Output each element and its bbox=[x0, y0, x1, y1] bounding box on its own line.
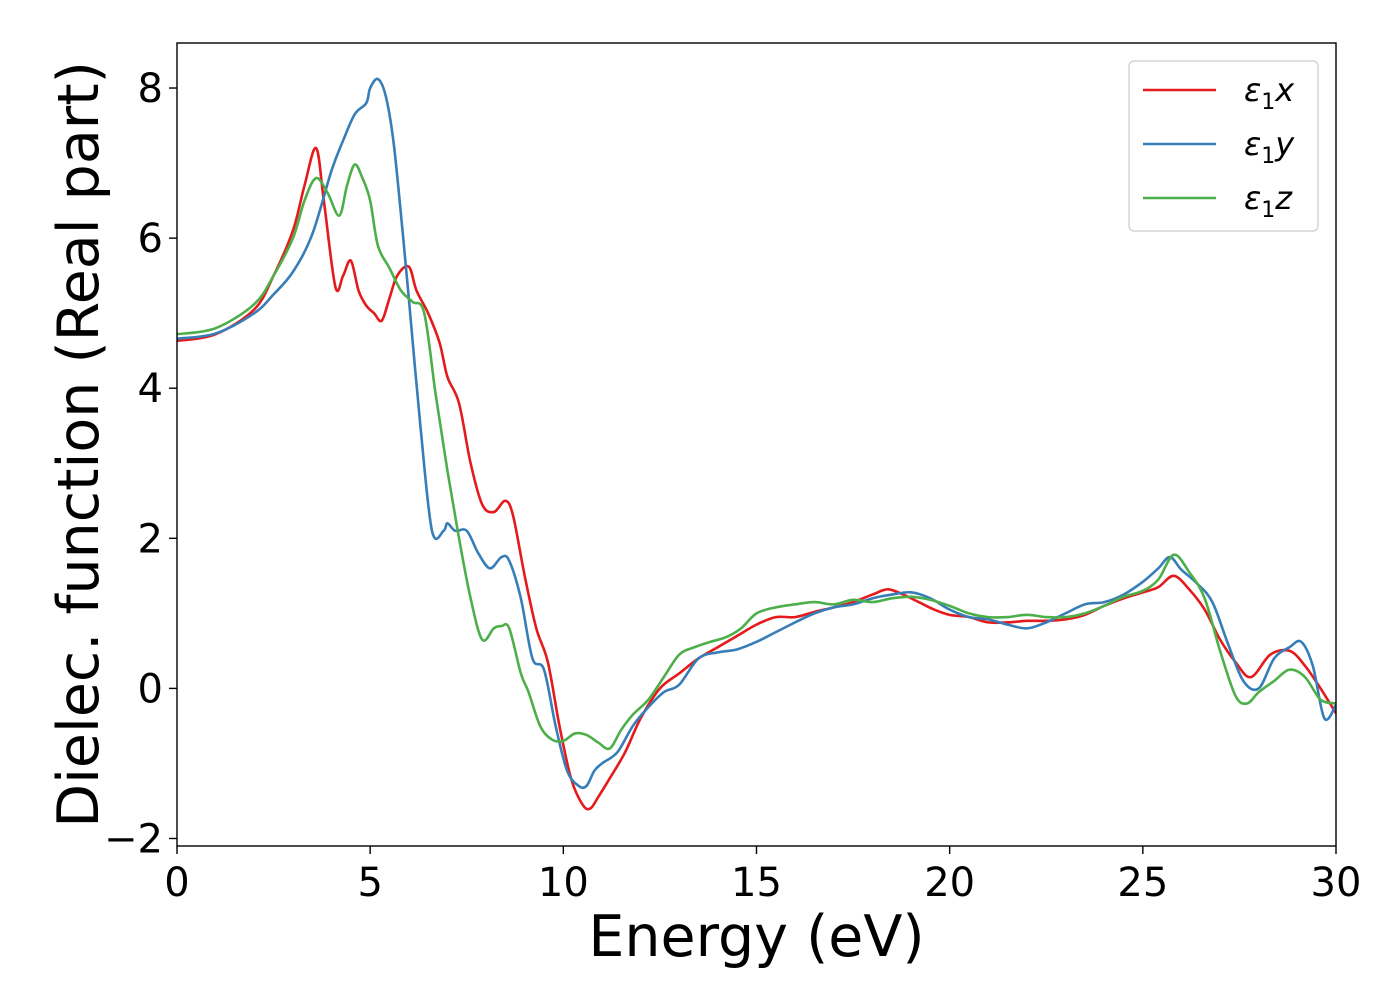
x-tick-label: 0 bbox=[164, 860, 189, 906]
legend-label: ε1z bbox=[1244, 179, 1293, 223]
legend-items: ε1x ε1y ε1z bbox=[1143, 71, 1295, 223]
x-tick-label: 5 bbox=[357, 860, 382, 906]
legend: ε1x ε1y ε1z bbox=[1128, 60, 1319, 232]
y-tick-label: 6 bbox=[138, 216, 163, 262]
y-tick-label: −2 bbox=[104, 816, 163, 862]
legend-item-x: ε1x bbox=[1143, 71, 1295, 115]
x-tick-label: 10 bbox=[538, 860, 589, 906]
legend-box bbox=[1128, 60, 1319, 232]
y-tick-label: 8 bbox=[138, 66, 163, 112]
y-axis-title: Dielec. function (Real part) bbox=[46, 61, 112, 828]
legend-label: ε1y bbox=[1244, 125, 1295, 169]
y-axis-ticks: −2 0 2 4 6 8 bbox=[104, 66, 177, 862]
series-layer bbox=[177, 77, 1336, 811]
x-axis-title: Energy (eV) bbox=[588, 904, 924, 970]
legend-label: ε1x bbox=[1244, 71, 1295, 115]
legend-item-z: ε1z bbox=[1143, 179, 1293, 223]
x-tick-label: 20 bbox=[924, 860, 975, 906]
x-tick-label: 30 bbox=[1311, 860, 1362, 906]
x-axis-ticks: 0 5 10 15 20 25 30 bbox=[164, 846, 1361, 906]
x-tick-label: 15 bbox=[731, 860, 782, 906]
legend-item-y: ε1y bbox=[1143, 125, 1295, 169]
y-tick-label: 2 bbox=[138, 516, 163, 562]
y-tick-label: 0 bbox=[138, 666, 163, 712]
y-tick-label: 4 bbox=[138, 366, 163, 412]
series-line-z bbox=[177, 163, 1336, 751]
x-tick-label: 25 bbox=[1117, 860, 1168, 906]
series-line-y bbox=[177, 77, 1336, 790]
